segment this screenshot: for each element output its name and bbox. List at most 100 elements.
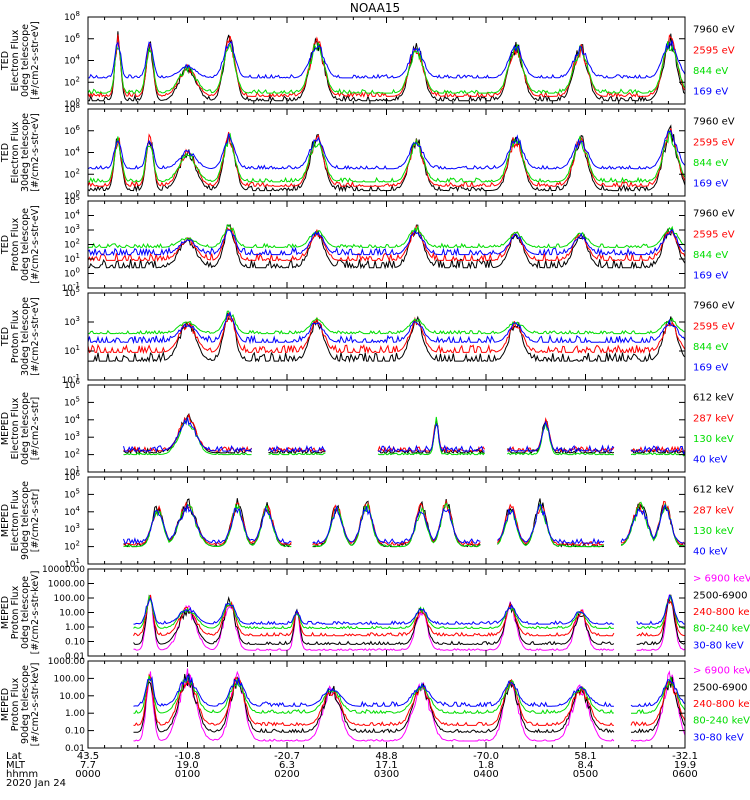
series-trace-green <box>133 594 686 630</box>
series-trace-red <box>123 413 686 453</box>
series-trace-red <box>87 225 686 263</box>
series-trace-black <box>88 312 686 364</box>
y-axis-label: [#/cm2-s-str] <box>30 489 41 552</box>
y-axis-label: 0deg telescope <box>20 576 31 649</box>
legend-entry: 130 keV <box>693 526 734 537</box>
legend-entry: 287 keV <box>693 413 734 424</box>
legend-entry: 240-800 ke <box>693 607 750 618</box>
y-tick-label: 103 <box>64 315 80 328</box>
legend-entry: 169 eV <box>693 363 728 374</box>
y-axis-label: [#/cm2-s-str-keV] <box>30 571 41 655</box>
panel-7: 0.01 0.10 1.00 10.00 100.00 1000.00 10000.00 ME… <box>0 565 750 662</box>
legend-entry: 2595 eV <box>693 45 735 56</box>
footer-value: 0200 <box>274 769 299 780</box>
y-tick-label: 102 <box>64 75 80 88</box>
series-trace-green <box>133 675 686 715</box>
series-trace-green <box>88 224 686 249</box>
footer-value: 43.5 <box>77 751 99 762</box>
series-trace-magenta <box>133 594 686 651</box>
legend-entry: 612 keV <box>693 393 734 404</box>
legend-entry: 844 eV <box>693 158 728 169</box>
legend-entry: 7960 eV <box>693 301 735 312</box>
series-trace-red <box>87 34 686 98</box>
footer-value: 58.1 <box>574 751 596 762</box>
legend-entry: 40 keV <box>693 455 727 466</box>
footer-value: 19.0 <box>176 760 198 771</box>
y-axis-label: [#/cm2-s-str-keV] <box>30 663 41 747</box>
y-axis-label: TED <box>0 143 11 163</box>
legend-entry: 7960 eV <box>693 117 735 128</box>
y-axis-label: MEPED <box>0 412 11 445</box>
y-tick-label: 104 <box>64 413 80 426</box>
legend-entry: 169 eV <box>693 271 728 282</box>
footer-row-label: Lat <box>6 751 22 762</box>
series-trace-blue <box>88 40 686 79</box>
legend-entry: 169 eV <box>693 87 728 98</box>
footer-value: -20.7 <box>274 751 300 762</box>
legend-entry: 80-240 keV <box>693 624 750 635</box>
legend-entry: 2500-6900 <box>693 590 748 601</box>
legend-entry: 2500-6900 <box>693 682 748 693</box>
series-trace-red <box>87 128 686 188</box>
y-tick-label: 100.00 <box>54 674 86 684</box>
legend-entry: 844 eV <box>693 250 728 261</box>
footer-row-label: MLT <box>6 760 26 771</box>
y-axis-label: 30deg telescope <box>20 113 31 192</box>
panel-frame <box>87 476 686 565</box>
y-tick-label: 103 <box>64 223 80 236</box>
footer-value: 48.8 <box>375 751 397 762</box>
y-tick-label: 100 <box>64 267 80 280</box>
footer-value: 0100 <box>175 769 200 780</box>
legend-entry: 130 keV <box>693 434 734 445</box>
legend-entry: 7960 eV <box>693 25 735 36</box>
y-tick-label: 104 <box>64 146 80 159</box>
panel-8: 0.01 0.10 1.00 10.00 100.00 1000.00 MEPED Proto… <box>0 657 750 754</box>
footer-value: 1.8 <box>478 760 494 771</box>
y-tick-label: 0.10 <box>65 638 85 648</box>
footer-date: 2020 Jan 24 <box>6 778 66 789</box>
footer-value: -10.8 <box>175 751 201 762</box>
legend-entry: 287 keV <box>693 505 734 516</box>
series-trace-green <box>123 501 686 548</box>
footer-value: 0000 <box>75 769 100 780</box>
legend-entry: 40 keV <box>693 547 727 558</box>
y-tick-label: 104 <box>64 54 80 67</box>
y-tick-label: 0.01 <box>65 652 85 662</box>
y-tick-label: 106 <box>64 124 80 137</box>
y-axis-label: Electron Flux <box>10 489 21 551</box>
y-axis-label: TED <box>0 51 11 71</box>
y-axis-label: 90deg telescope <box>20 481 31 560</box>
legend-entry: 2595 eV <box>693 321 735 332</box>
y-axis-label: [#/cm2-s-str-eV] <box>30 205 41 284</box>
footer-value: -70.0 <box>473 751 499 762</box>
series-trace-black <box>123 498 686 548</box>
y-axis-label: [#/cm2-s-str-eV] <box>30 297 41 376</box>
y-axis-label: 0deg telescope <box>20 392 31 465</box>
y-tick-label: 1000.00 <box>48 580 85 590</box>
y-tick-label: 102 <box>64 167 80 180</box>
y-axis-label: TED <box>0 327 11 347</box>
y-tick-label: 1000.00 <box>48 657 85 667</box>
y-tick-label: 1.00 <box>65 709 85 719</box>
footer-row-label: hhmm <box>6 769 38 780</box>
y-tick-label: 0.01 <box>65 744 85 754</box>
y-axis-label: [#/cm2-s-str-eV] <box>30 113 41 192</box>
y-axis-label: [#/cm2-s-str-eV] <box>30 21 41 100</box>
series-trace-blue <box>87 129 686 170</box>
legend-entry: 30-80 keV <box>693 732 744 743</box>
footer-value: 8.4 <box>578 760 594 771</box>
y-axis-label: Electron Flux <box>10 121 21 183</box>
footer-value: 0500 <box>573 769 598 780</box>
series-trace-blue <box>133 674 686 708</box>
legend-entry: 612 keV <box>693 485 734 496</box>
legend-entry: > 6900 keV <box>693 574 750 585</box>
time-axis-footer: Lat 43.5 -10.8 -20.7 48.8 -70.0 58.1 -32.1 MLT 7.… <box>6 751 698 789</box>
y-tick-label: 103 <box>64 430 80 443</box>
